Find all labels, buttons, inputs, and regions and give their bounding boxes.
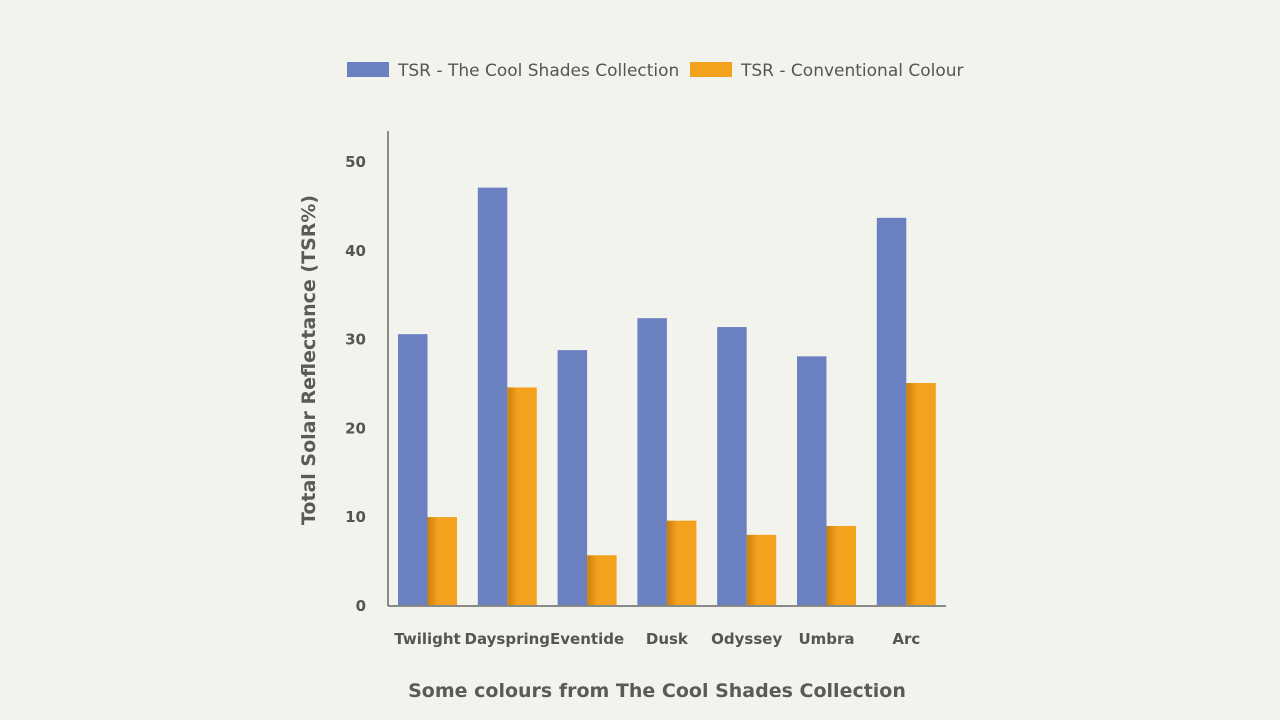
x-tick-label: Arc (892, 630, 920, 648)
bar-dayspring-cool-shades (477, 187, 508, 605)
bar-dusk-cool-shades (637, 318, 667, 605)
bar-odyssey-conventional (746, 534, 777, 605)
bar-arc-cool-shades (876, 217, 907, 605)
x-tick-label: Twilight (394, 630, 460, 648)
bar-dayspring-conventional (507, 387, 537, 605)
bar-umbra-cool-shades (797, 356, 827, 605)
legend-label-cool-shades: TSR - The Cool Shades Collection (397, 61, 679, 81)
x-tick-label: Odyssey (711, 630, 782, 648)
y-tick-label: 10 (345, 508, 366, 526)
x-tick-label: Eventide (550, 630, 624, 648)
y-tick-label: 40 (345, 242, 366, 260)
legend-swatch-cool-shades (347, 62, 389, 77)
x-tick-label: Dusk (646, 630, 689, 648)
bar-dusk-conventional (666, 520, 697, 605)
legend: TSR - The Cool Shades Collection TSR - C… (347, 61, 964, 81)
y-tick-label: 20 (345, 419, 366, 437)
legend-label-conventional: TSR - Conventional Colour (740, 61, 964, 81)
x-axis-title: Some colours from The Cool Shades Collec… (408, 680, 906, 702)
y-tick-label: 50 (345, 153, 366, 171)
bar-twilight-cool-shades (398, 334, 428, 605)
bar-odyssey-cool-shades (717, 327, 747, 605)
legend-swatch-conventional (690, 62, 732, 77)
x-tick-label: Umbra (798, 630, 854, 648)
y-axis-title: Total Solar Reflectance (TSR%) (298, 195, 320, 525)
y-tick-label: 30 (345, 331, 366, 349)
bar-twilight-conventional (427, 517, 457, 605)
x-tick-label: Dayspring (465, 630, 551, 648)
bar-eventide-cool-shades (557, 350, 588, 605)
bar-arc-conventional (906, 383, 936, 605)
bar-umbra-conventional (826, 525, 856, 605)
bar-eventide-conventional (587, 555, 617, 605)
y-tick-label: 0 (356, 597, 366, 615)
